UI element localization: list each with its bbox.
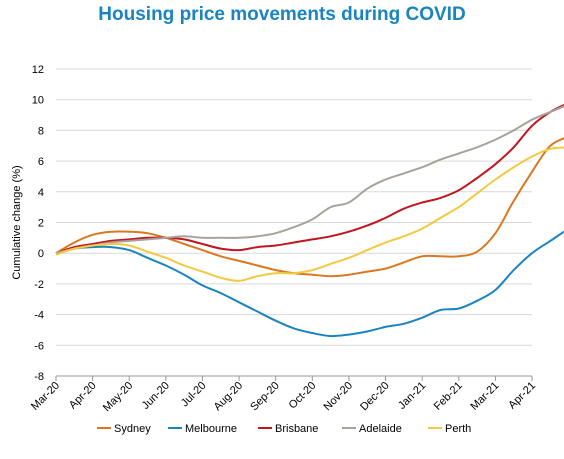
x-tick-label: Mar-20 bbox=[29, 380, 62, 413]
x-tick-label: Dec-20 bbox=[358, 380, 392, 414]
x-tick-label: Oct-20 bbox=[287, 380, 319, 412]
legend: Sydney Melbourne Brisbane Adelaide Perth bbox=[97, 423, 471, 435]
x-tick-label: Nov-20 bbox=[321, 380, 355, 414]
x-axis-ticks: Mar-20 Apr-20 May-20 Jun-20 Jul-20 Aug-20 Sep-… bbox=[29, 376, 538, 414]
legend-label-perth: Perth bbox=[445, 423, 471, 435]
y-tick-label: 2 bbox=[38, 218, 44, 230]
x-tick-label: Apr-20 bbox=[67, 380, 99, 412]
chart-title: Housing price movements during COVID bbox=[98, 4, 466, 25]
x-tick-label: Jun-20 bbox=[140, 380, 172, 412]
y-tick-label: 10 bbox=[32, 95, 44, 107]
y-tick-label: -4 bbox=[34, 310, 44, 322]
series-line-perth bbox=[55, 146, 564, 282]
y-axis-ticks: 12 10 8 6 4 2 0 -2 -4 -6 -8 bbox=[32, 64, 44, 383]
x-tick-label: May-20 bbox=[101, 380, 135, 414]
y-tick-label: -2 bbox=[34, 279, 44, 291]
legend-label-brisbane: Brisbane bbox=[275, 423, 318, 435]
y-axis-label: Cumulative change (%) bbox=[11, 165, 23, 279]
x-tick-label: Aug-20 bbox=[212, 380, 246, 414]
y-tick-label: 12 bbox=[32, 64, 44, 76]
series-lines bbox=[55, 103, 564, 338]
y-tick-label: 8 bbox=[38, 125, 44, 137]
x-tick-label: Sep-20 bbox=[248, 380, 282, 414]
y-tick-label: -8 bbox=[34, 371, 44, 383]
legend-label-adelaide: Adelaide bbox=[359, 423, 402, 435]
x-tick-label: Feb-21 bbox=[432, 380, 465, 413]
y-tick-label: 0 bbox=[38, 248, 44, 260]
x-tick-label: Mar-21 bbox=[468, 380, 501, 413]
series-line-sydney bbox=[55, 137, 564, 278]
y-tick-label: -6 bbox=[34, 340, 44, 352]
x-tick-label: Jul-20 bbox=[179, 380, 209, 410]
series-line-adelaide bbox=[55, 105, 564, 255]
legend-label-melbourne: Melbourne bbox=[185, 423, 237, 435]
y-tick-label: 4 bbox=[38, 187, 44, 199]
y-tick-label: 6 bbox=[38, 156, 44, 168]
x-tick-label: Jan-21 bbox=[396, 380, 428, 412]
x-tick-label: Apr-21 bbox=[506, 380, 538, 412]
gridlines bbox=[56, 68, 532, 377]
series-line-melbourne bbox=[55, 230, 564, 338]
series-line-brisbane bbox=[55, 103, 564, 255]
legend-label-sydney: Sydney bbox=[114, 423, 151, 435]
